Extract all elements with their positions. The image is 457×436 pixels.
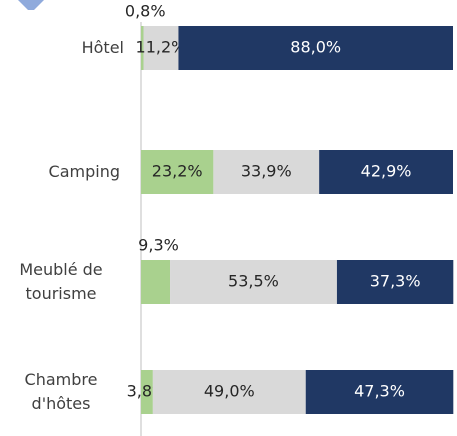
bar-segment (170, 260, 337, 304)
category-label: Camping (2, 142, 120, 202)
value-label: 37,3% (370, 272, 421, 291)
bar-segment (143, 26, 179, 70)
value-label: 0,8% (125, 2, 166, 21)
bar-segment (141, 370, 153, 414)
category-text: Chambre d'hôtes (24, 370, 98, 413)
bar-segment (336, 260, 454, 304)
bar-segment (178, 26, 453, 70)
bar-segment (305, 370, 454, 414)
value-label: 49,0% (204, 382, 255, 401)
bar-segment (319, 150, 453, 194)
category-text: Meublé de tourisme (19, 260, 103, 303)
value-label: 33,9% (241, 162, 292, 181)
category-label: Hôtel (0, 18, 124, 78)
bar-segment (141, 150, 214, 194)
value-label: 53,5% (228, 272, 279, 291)
category-text: Hôtel (81, 38, 124, 57)
category-text: Camping (48, 162, 120, 181)
decor-icon (18, 0, 44, 10)
value-label: 42,9% (361, 162, 412, 181)
value-label: 9,3% (138, 236, 179, 255)
category-label: Meublé de tourisme (2, 252, 120, 312)
bar-segment (152, 370, 306, 414)
value-label: 88,0% (290, 38, 341, 57)
value-label: 23,2% (152, 162, 203, 181)
value-label: 47,3% (354, 382, 405, 401)
value-label: 11,2% (136, 38, 187, 57)
bar-segment (141, 260, 171, 304)
bar-segment (141, 26, 144, 70)
category-label: Chambre d'hôtes (2, 362, 120, 422)
bar-segment (213, 150, 320, 194)
